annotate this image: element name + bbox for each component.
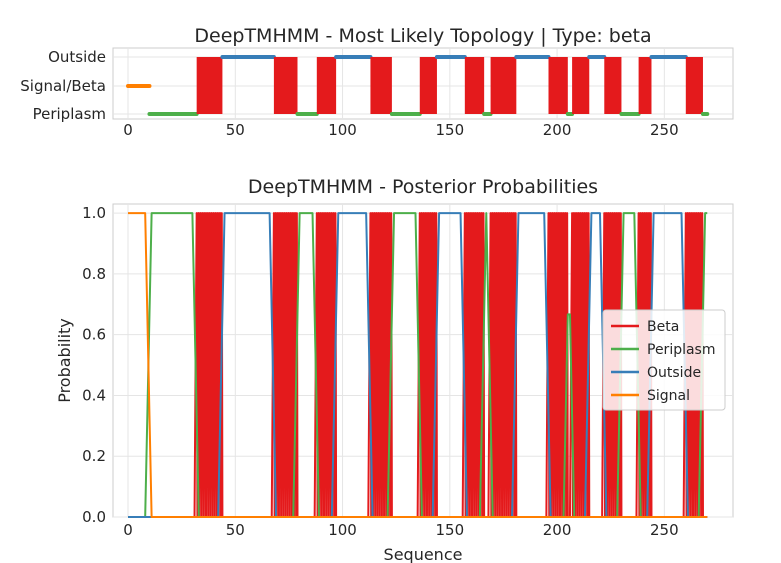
posterior-y-tick-label: 0.8 (82, 265, 106, 283)
posterior-y-tick-label: 0.6 (82, 326, 106, 344)
legend-label-beta: Beta (647, 319, 679, 335)
topology-beta-segment (370, 57, 392, 114)
x-axis-label: Sequence (384, 545, 463, 563)
topology-y-tick-label: Signal/Beta (20, 77, 106, 95)
topology-beta-segment (604, 57, 622, 114)
topology-beta-segment (316, 57, 337, 114)
posterior-x-tick-label: 250 (650, 521, 679, 539)
topology-x-tick-label: 0 (123, 121, 133, 139)
topology-beta-segment (196, 57, 223, 114)
legend: Beta Periplasm Outside Signal (602, 309, 726, 411)
posterior-title: DeepTMHMM - Posterior Probabilities (248, 176, 598, 198)
legend-label-periplasm: Periplasm (647, 342, 716, 358)
topology-beta-segment (419, 57, 437, 114)
topology-x-ticks: 0 50 100 150 200 250 (123, 121, 678, 139)
topology-y-tick-label: Periplasm (33, 105, 106, 123)
posterior-x-tick-label: 0 (123, 521, 133, 539)
y-axis-label: Probability (55, 318, 74, 403)
posterior-x-tick-label: 150 (435, 521, 464, 539)
posterior-x-tick-label: 50 (226, 521, 245, 539)
topology-beta-segment (548, 57, 568, 114)
topology-y-ticks: Periplasm Signal/Beta Outside (20, 48, 106, 123)
posterior-y-ticks: 0.0 0.2 0.4 0.6 0.8 1.0 (82, 204, 106, 526)
legend-label-outside: Outside (647, 365, 701, 381)
topology-panel: 0 50 100 150 200 250 Periplasm Signal/Beta Outs… (20, 25, 734, 139)
posterior-y-tick-label: 0.2 (82, 447, 106, 465)
topology-title: DeepTMHMM - Most Likely Topology | Type:… (194, 25, 651, 47)
topology-beta-segment (464, 57, 485, 114)
series-line-signal (128, 212, 708, 518)
posterior-y-tick-label: 1.0 (82, 204, 106, 222)
topology-x-tick-label: 200 (543, 121, 572, 139)
topology-beta-segment (572, 57, 590, 114)
topology-beta-segment (638, 57, 652, 114)
legend-label-signal: Signal (647, 388, 690, 404)
posterior-y-tick-label: 0.4 (82, 386, 106, 404)
topology-y-tick-label: Outside (48, 48, 106, 66)
topology-segments (126, 55, 710, 116)
topology-x-tick-label: 150 (435, 121, 464, 139)
topology-x-tick-label: 100 (328, 121, 357, 139)
posterior-x-ticks: 0 50 100 150 200 250 (123, 521, 678, 539)
posterior-x-tick-label: 200 (543, 521, 572, 539)
posterior-lines (128, 212, 708, 518)
topology-beta-segment (685, 57, 703, 114)
posterior-x-tick-label: 100 (328, 521, 357, 539)
topology-x-tick-label: 50 (226, 121, 245, 139)
posterior-y-tick-label: 0.0 (82, 508, 106, 526)
posterior-panel: 0 50 100 150 200 250 0.0 0.2 0.4 0.6 0.8 1.0 DeepT… (55, 176, 734, 563)
topology-x-tick-label: 250 (650, 121, 679, 139)
legend-box (602, 309, 726, 411)
topology-beta-segment (273, 57, 298, 114)
topology-beta-segment (490, 57, 517, 114)
